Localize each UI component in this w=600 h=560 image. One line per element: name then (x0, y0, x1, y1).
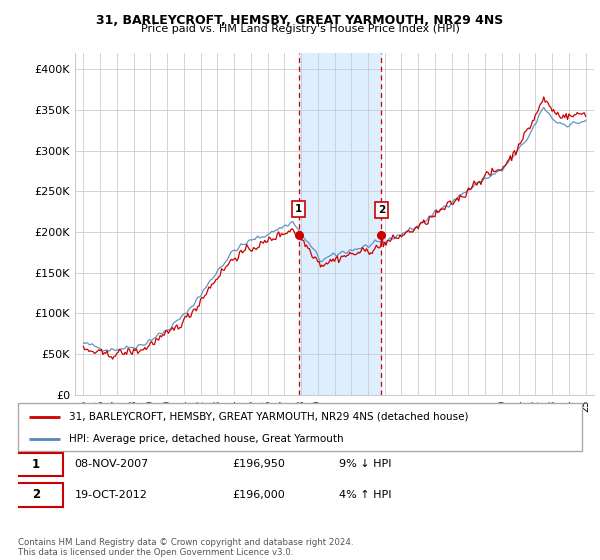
Text: Price paid vs. HM Land Registry's House Price Index (HPI): Price paid vs. HM Land Registry's House … (140, 24, 460, 34)
FancyBboxPatch shape (18, 403, 582, 451)
FancyBboxPatch shape (10, 452, 63, 476)
Text: 31, BARLEYCROFT, HEMSBY, GREAT YARMOUTH, NR29 4NS: 31, BARLEYCROFT, HEMSBY, GREAT YARMOUTH,… (97, 14, 503, 27)
Text: 4% ↑ HPI: 4% ↑ HPI (340, 490, 392, 500)
Text: 9% ↓ HPI: 9% ↓ HPI (340, 459, 392, 469)
Text: 08-NOV-2007: 08-NOV-2007 (74, 459, 149, 469)
Text: £196,950: £196,950 (232, 459, 285, 469)
Text: 2: 2 (378, 205, 385, 215)
Text: HPI: Average price, detached house, Great Yarmouth: HPI: Average price, detached house, Grea… (69, 434, 343, 444)
Text: 1: 1 (32, 458, 40, 471)
Text: 31, BARLEYCROFT, HEMSBY, GREAT YARMOUTH, NR29 4NS (detached house): 31, BARLEYCROFT, HEMSBY, GREAT YARMOUTH,… (69, 412, 468, 422)
Text: £196,000: £196,000 (232, 490, 285, 500)
FancyBboxPatch shape (10, 483, 63, 507)
Text: 19-OCT-2012: 19-OCT-2012 (74, 490, 147, 500)
Text: 2: 2 (32, 488, 40, 501)
Bar (299, 53, 382, 395)
Text: Contains HM Land Registry data © Crown copyright and database right 2024.
This d: Contains HM Land Registry data © Crown c… (18, 538, 353, 557)
Text: 1: 1 (295, 204, 302, 214)
